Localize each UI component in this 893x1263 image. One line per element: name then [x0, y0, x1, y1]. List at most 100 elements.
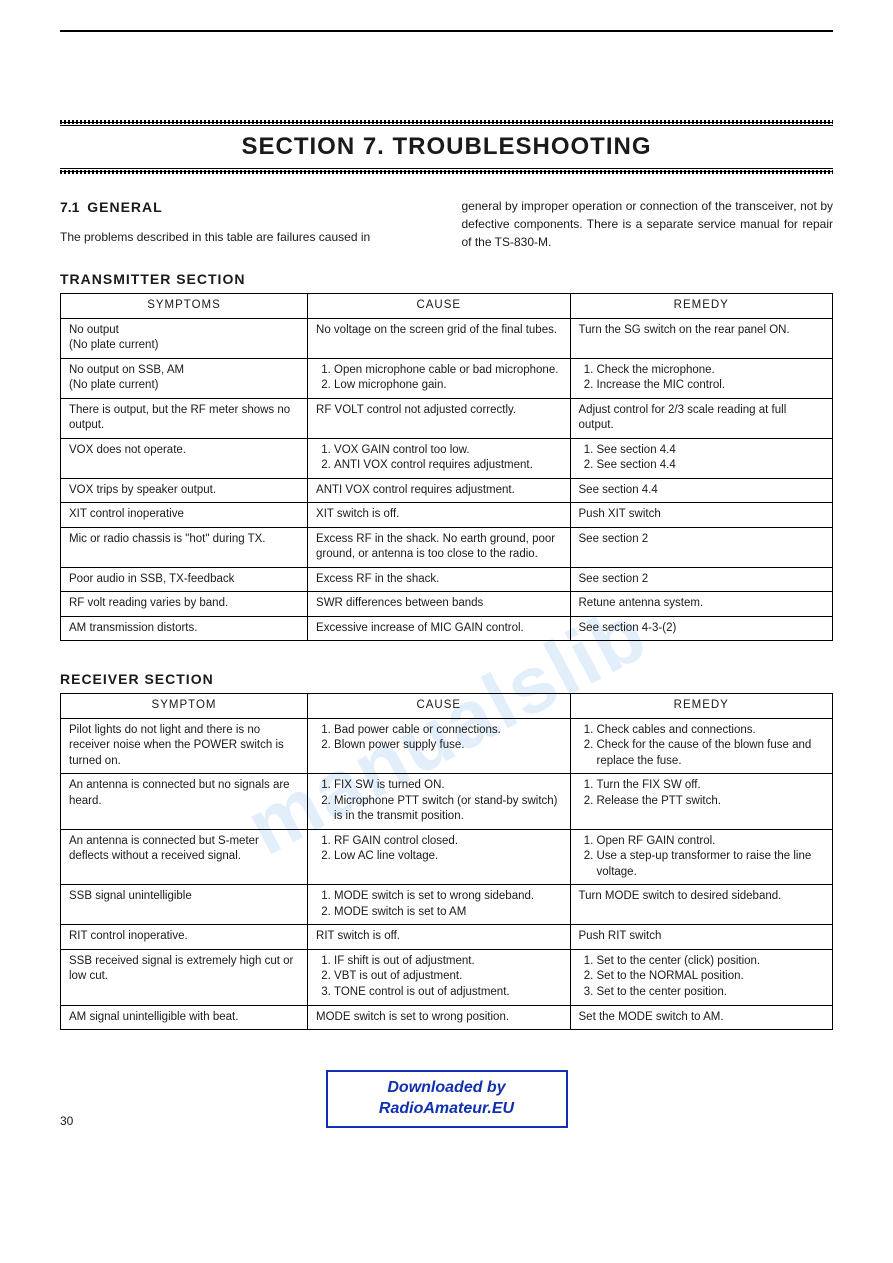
- tx-header-symptom: SYMPTOMS: [61, 294, 308, 319]
- cause-cell: Bad power cable or connections.Blown pow…: [308, 718, 570, 774]
- list-item: Release the PTT switch.: [597, 794, 825, 810]
- remedy-cell: Open RF GAIN control.Use a step-up trans…: [570, 829, 833, 885]
- remedy-cell: Check cables and connections.Check for t…: [570, 718, 833, 774]
- list-item: Bad power cable or connections.: [334, 723, 561, 739]
- list-item: Set to the center (click) position.: [597, 954, 825, 970]
- list-item: Microphone PTT switch (or stand-by switc…: [334, 794, 561, 825]
- section-title: SECTION 7. TROUBLESHOOTING: [60, 131, 833, 163]
- cause-cell: No voltage on the screen grid of the fin…: [308, 318, 570, 358]
- subsection-label: GENERAL: [87, 199, 162, 215]
- list-item: VOX GAIN control too low.: [334, 443, 561, 459]
- symptom-cell: Mic or radio chassis is "hot" during TX.: [61, 527, 308, 567]
- list-item: Check for the cause of the blown fuse an…: [597, 738, 825, 769]
- cause-cell: FIX SW is turned ON.Microphone PTT switc…: [308, 774, 570, 830]
- remedy-cell: See section 4.4: [570, 478, 833, 503]
- symptom-cell: AM transmission distorts.: [61, 616, 308, 641]
- cause-cell: MODE switch is set to wrong sideband.MOD…: [308, 885, 570, 925]
- symptom-cell: RF volt reading varies by band.: [61, 592, 308, 617]
- table-row: AM transmission distorts.Excessive incre…: [61, 616, 833, 641]
- list-item: IF shift is out of adjustment.: [334, 954, 561, 970]
- remedy-cell: Retune antenna system.: [570, 592, 833, 617]
- cause-cell: RF VOLT control not adjusted correctly.: [308, 398, 570, 438]
- table-row: VOX trips by speaker output.ANTI VOX con…: [61, 478, 833, 503]
- remedy-cell: Push RIT switch: [570, 925, 833, 950]
- remedy-cell: Turn the FIX SW off.Release the PTT swit…: [570, 774, 833, 830]
- table-row: There is output, but the RF meter shows …: [61, 398, 833, 438]
- list-item: Blown power supply fuse.: [334, 738, 561, 754]
- list-item: Check cables and connections.: [597, 723, 825, 739]
- remedy-cell: See section 4-3-(2): [570, 616, 833, 641]
- cause-cell: Excess RF in the shack.: [308, 567, 570, 592]
- symptom-cell: Poor audio in SSB, TX-feedback: [61, 567, 308, 592]
- table-row: No output on SSB, AM(No plate current) Op…: [61, 358, 833, 398]
- list-item: Open microphone cable or bad microphone.: [334, 363, 561, 379]
- remedy-cell: Set to the center (click) position.Set t…: [570, 949, 833, 1005]
- remedy-cell: Adjust control for 2/3 scale reading at …: [570, 398, 833, 438]
- symptom-cell: AM signal unintelligible with beat.: [61, 1005, 308, 1030]
- remedy-cell: Set the MODE switch to AM.: [570, 1005, 833, 1030]
- list-item: ANTI VOX control requires adjustment.: [334, 458, 561, 474]
- list-item: Set to the NORMAL position.: [597, 969, 825, 985]
- remedy-cell: See section 2: [570, 527, 833, 567]
- list-item: See section 4.4: [597, 458, 825, 474]
- symptom-cell: SSB received signal is extremely high cu…: [61, 949, 308, 1005]
- top-horizontal-rule: [60, 30, 833, 32]
- list-item: MODE switch is set to AM: [334, 905, 561, 921]
- table-row: XIT control inoperativeXIT switch is off…: [61, 503, 833, 528]
- cause-cell: RIT switch is off.: [308, 925, 570, 950]
- cause-cell: RF GAIN control closed.Low AC line volta…: [308, 829, 570, 885]
- download-line-2: RadioAmateur.EU: [332, 1099, 562, 1120]
- downloaded-by-box: Downloaded by RadioAmateur.EU: [326, 1070, 568, 1128]
- table-row: VOX does not operate. VOX GAIN control to…: [61, 438, 833, 478]
- table-row: RF volt reading varies by band.SWR diffe…: [61, 592, 833, 617]
- table-row: Poor audio in SSB, TX-feedbackExcess RF …: [61, 567, 833, 592]
- table-row: An antenna is connected but no signals a…: [61, 774, 833, 830]
- tx-header-remedy: REMEDY: [570, 294, 833, 319]
- rx-header-symptom: SYMPTOM: [61, 694, 308, 719]
- receiver-section-label: RECEIVER SECTION: [60, 671, 833, 687]
- list-item: Low AC line voltage.: [334, 849, 561, 865]
- list-item: Turn the FIX SW off.: [597, 778, 825, 794]
- list-item: VBT is out of adjustment.: [334, 969, 561, 985]
- symptom-cell: VOX trips by speaker output.: [61, 478, 308, 503]
- rx-header-cause: CAUSE: [308, 694, 570, 719]
- tx-header-cause: CAUSE: [308, 294, 570, 319]
- symptom-cell: An antenna is connected but S-meter defl…: [61, 829, 308, 885]
- symptom-cell: No output(No plate current): [61, 318, 308, 358]
- download-line-1: Downloaded by: [332, 1078, 562, 1099]
- list-item: See section 4.4: [597, 443, 825, 459]
- subsection-heading: 7.1 GENERAL: [60, 197, 432, 218]
- transmitter-table: SYMPTOMS CAUSE REMEDY No output(No plate…: [60, 293, 833, 641]
- table-row: No output(No plate current)No voltage on…: [61, 318, 833, 358]
- remedy-cell: Turn MODE switch to desired sideband.: [570, 885, 833, 925]
- list-item: Increase the MIC control.: [597, 378, 825, 394]
- table-row: SSB signal unintelligibleMODE switch is …: [61, 885, 833, 925]
- list-item: Use a step-up transformer to raise the l…: [597, 849, 825, 880]
- cause-cell: XIT switch is off.: [308, 503, 570, 528]
- cause-cell: IF shift is out of adjustment.VBT is out…: [308, 949, 570, 1005]
- remedy-cell: Push XIT switch: [570, 503, 833, 528]
- table-row: Mic or radio chassis is "hot" during TX.…: [61, 527, 833, 567]
- remedy-cell: Check the microphone.Increase the MIC co…: [570, 358, 833, 398]
- cause-cell: SWR differences between bands: [308, 592, 570, 617]
- symptom-cell: Pilot lights do not light and there is n…: [61, 718, 308, 774]
- remedy-cell: See section 2: [570, 567, 833, 592]
- table-row: An antenna is connected but S-meter defl…: [61, 829, 833, 885]
- transmitter-section-label: TRANSMITTER SECTION: [60, 271, 833, 287]
- cause-cell: ANTI VOX control requires adjustment.: [308, 478, 570, 503]
- symptom-cell: SSB signal unintelligible: [61, 885, 308, 925]
- table-row: RIT control inoperative.RIT switch is of…: [61, 925, 833, 950]
- remedy-cell: See section 4.4See section 4.4: [570, 438, 833, 478]
- symptom-cell: XIT control inoperative: [61, 503, 308, 528]
- subsection-number: 7.1: [60, 199, 79, 215]
- list-item: FIX SW is turned ON.: [334, 778, 561, 794]
- list-item: RF GAIN control closed.: [334, 834, 561, 850]
- symptom-cell: VOX does not operate.: [61, 438, 308, 478]
- list-item: Low microphone gain.: [334, 378, 561, 394]
- list-item: Open RF GAIN control.: [597, 834, 825, 850]
- intro-left-text: The problems described in this table are…: [60, 228, 432, 246]
- list-item: MODE switch is set to wrong sideband.: [334, 889, 561, 905]
- section-header-frame: SECTION 7. TROUBLESHOOTING: [60, 122, 833, 172]
- symptom-cell: No output on SSB, AM(No plate current): [61, 358, 308, 398]
- intro-right-text: general by improper operation or connect…: [462, 197, 834, 251]
